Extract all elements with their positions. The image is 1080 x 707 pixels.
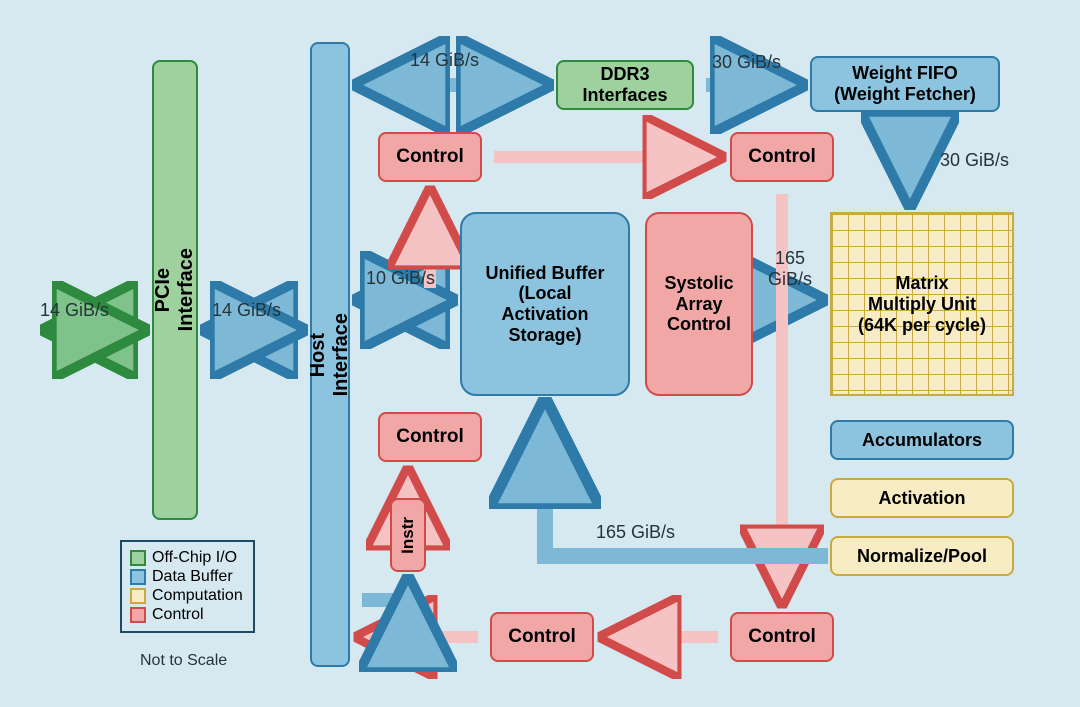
legend-label: Control — [152, 606, 204, 624]
legend-label: Off-Chip I/O — [152, 549, 237, 567]
legend-swatch-compute — [130, 588, 146, 604]
bw-host-ub: 10 GiB/s — [366, 268, 435, 289]
legend-label: Data Buffer — [152, 568, 233, 586]
control-top-left: Control — [378, 132, 482, 182]
not-to-scale: Not to Scale — [140, 652, 227, 670]
mmu-label: MatrixMultiply Unit(64K per cycle) — [858, 273, 986, 336]
control-bottom-right: Control — [730, 612, 834, 662]
host-label: HostInterface — [307, 313, 353, 396]
matrix-multiply-unit: MatrixMultiply Unit(64K per cycle) — [830, 212, 1014, 396]
weight-fifo-label: Weight FIFO(Weight Fetcher) — [834, 63, 976, 104]
legend-label: Computation — [152, 587, 243, 605]
bw-pcie-ext: 14 GiB/s — [40, 300, 109, 321]
pcie-label: PCIeInterface — [152, 248, 198, 331]
diagram-stage: PCIeInterface HostInterface DDR3Interfac… — [0, 0, 1080, 707]
accumulators-label: Accumulators — [862, 430, 982, 451]
systolic-label: SystolicArrayControl — [664, 273, 733, 335]
bw-sys-mmu: 165GiB/s — [768, 248, 812, 290]
legend: Off-Chip I/O Data Buffer Computation Con… — [120, 540, 255, 633]
bw-host-ddr: 14 GiB/s — [410, 50, 479, 71]
unified-buffer: Unified Buffer(LocalActivationStorage) — [460, 212, 630, 396]
control-bottom-mid: Control — [490, 612, 594, 662]
instr-block: Instr — [390, 498, 426, 572]
systolic-array-control: SystolicArrayControl — [645, 212, 753, 396]
pcie-interface: PCIeInterface — [152, 60, 198, 520]
legend-row: Off-Chip I/O — [130, 549, 243, 567]
control-tr-label: Control — [748, 146, 816, 168]
instr-label: Instr — [398, 517, 418, 554]
ddr3-interfaces: DDR3Interfaces — [556, 60, 694, 110]
control-bm-label: Control — [508, 626, 576, 648]
legend-row: Data Buffer — [130, 568, 243, 586]
normalize-pool: Normalize/Pool — [830, 536, 1014, 576]
normalize-label: Normalize/Pool — [857, 546, 987, 567]
control-top-right: Control — [730, 132, 834, 182]
activation-label: Activation — [878, 488, 965, 509]
unified-buffer-label: Unified Buffer(LocalActivationStorage) — [486, 263, 605, 346]
control-tl-label: Control — [396, 146, 464, 168]
control-mid-left: Control — [378, 412, 482, 462]
ddr3-label: DDR3Interfaces — [582, 64, 667, 105]
accumulators: Accumulators — [830, 420, 1014, 460]
host-interface: HostInterface — [310, 42, 350, 667]
bw-ddr-wfifo: 30 GiB/s — [712, 52, 781, 73]
bw-pcie-host: 14 GiB/s — [212, 300, 281, 321]
control-ml-label: Control — [396, 426, 464, 448]
legend-row: Computation — [130, 587, 243, 605]
bw-return: 165 GiB/s — [596, 522, 675, 543]
legend-swatch-offchip — [130, 550, 146, 566]
weight-fifo: Weight FIFO(Weight Fetcher) — [810, 56, 1000, 112]
legend-swatch-buffer — [130, 569, 146, 585]
activation: Activation — [830, 478, 1014, 518]
bw-wfifo-mmu: 30 GiB/s — [940, 150, 1009, 171]
legend-swatch-control — [130, 607, 146, 623]
legend-row: Control — [130, 606, 243, 624]
control-br-label: Control — [748, 626, 816, 648]
